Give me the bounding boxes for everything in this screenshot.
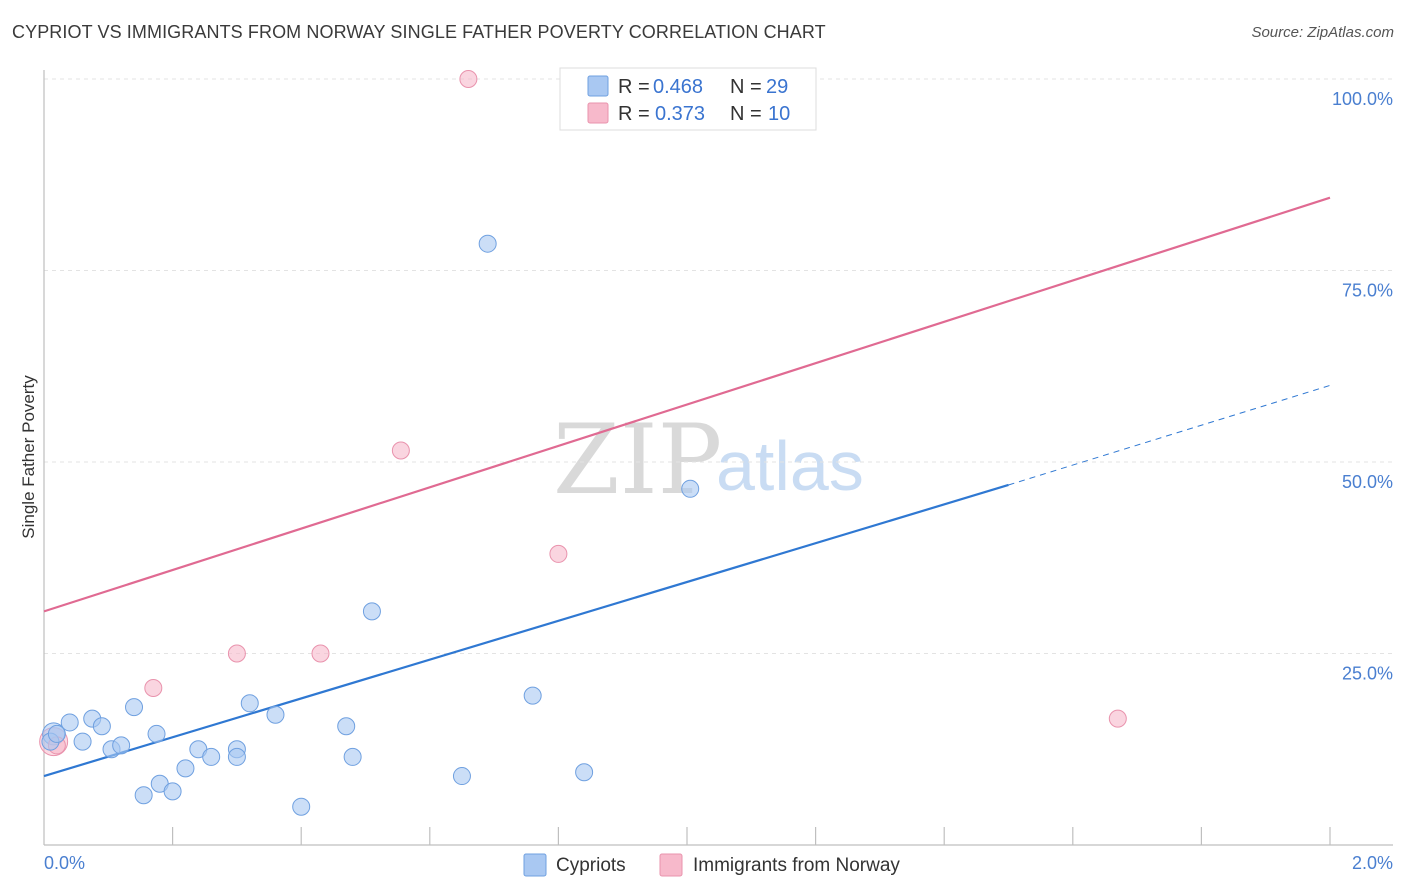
legend-n-value-1: 29 [766,76,788,98]
trendline-norway [43,196,1331,613]
data-point-cypriots [343,747,362,766]
data-point-cypriots [523,686,542,705]
legend-swatch-cypriots [587,75,609,97]
data-point-cypriots [240,694,259,713]
legend-n-label-1: N = [730,76,762,98]
legend-swatch-norway [587,102,609,124]
data-point-cypriots [575,763,594,782]
chart-title: CYPRIOT VS IMMIGRANTS FROM NORWAY SINGLE… [12,22,826,42]
data-point-norway [549,544,568,563]
correlation-legend: R = 0.468 N = 29 R = 0.373 N = 10 [559,67,817,131]
legend-swatch-cypriots-bottom [523,853,547,877]
data-point-cypriots [176,759,195,778]
y-tick-label: 100.0% [1332,89,1393,109]
legend-r-label-2: R = [618,103,650,125]
data-point-norway [227,644,246,663]
data-point-cypriots [292,797,311,816]
data-point-cypriots [92,717,111,736]
data-point-cypriots [125,698,144,717]
legend-r-value-1: 0.468 [653,76,703,98]
data-points [39,70,1127,816]
watermark-zip: ZIP [553,404,722,516]
data-point-cypriots [337,717,356,736]
data-point-cypriots [266,705,285,724]
axes [43,70,1393,846]
data-point-norway [391,441,410,460]
y-tick-labels: 25.0% 50.0% 75.0% 100.0% [1332,89,1393,684]
data-point-norway [459,70,478,88]
y-tick-label: 75.0% [1342,281,1393,301]
data-point-cypriots [362,602,381,621]
trend-lines [43,196,1331,778]
legend-n-value-2: 10 [768,103,790,125]
data-point-cypriots [147,724,166,743]
watermark-atlas: atlas [716,427,864,505]
data-point-norway [1108,709,1127,728]
legend-label-cypriots: Cypriots [556,855,626,876]
data-point-cypriots [134,786,153,805]
trendline-cypriots [43,483,1009,778]
data-point-cypriots [227,747,246,766]
data-point-cypriots [47,724,66,743]
data-point-cypriots [112,736,131,755]
y-tick-label: 50.0% [1342,472,1393,492]
data-point-cypriots [681,479,700,498]
legend-r-label-1: R = [618,76,650,98]
data-point-norway [144,678,163,697]
data-point-norway [311,644,330,663]
trendline-cypriots-extension [1008,384,1331,486]
y-axis-label: Single Father Poverty [19,375,38,539]
data-point-cypriots [478,234,497,253]
data-point-cypriots [202,747,221,766]
series-legend: Cypriots Immigrants from Norway [523,853,900,877]
data-point-cypriots [60,713,79,732]
data-point-cypriots [73,732,92,751]
x-tick-label-max: 2.0% [1352,853,1393,873]
y-tick-label: 25.0% [1342,664,1393,684]
legend-r-value-2: 0.373 [655,103,705,125]
legend-swatch-norway-bottom [659,853,683,877]
x-tick-marks [172,827,1331,845]
data-point-cypriots [163,782,182,801]
grid [44,78,1393,654]
legend-n-label-2: N = [730,103,762,125]
x-tick-label-min: 0.0% [44,853,85,873]
data-point-cypriots [452,767,471,786]
source-label: Source: ZipAtlas.com [1251,24,1394,41]
legend-label-norway: Immigrants from Norway [693,855,900,876]
